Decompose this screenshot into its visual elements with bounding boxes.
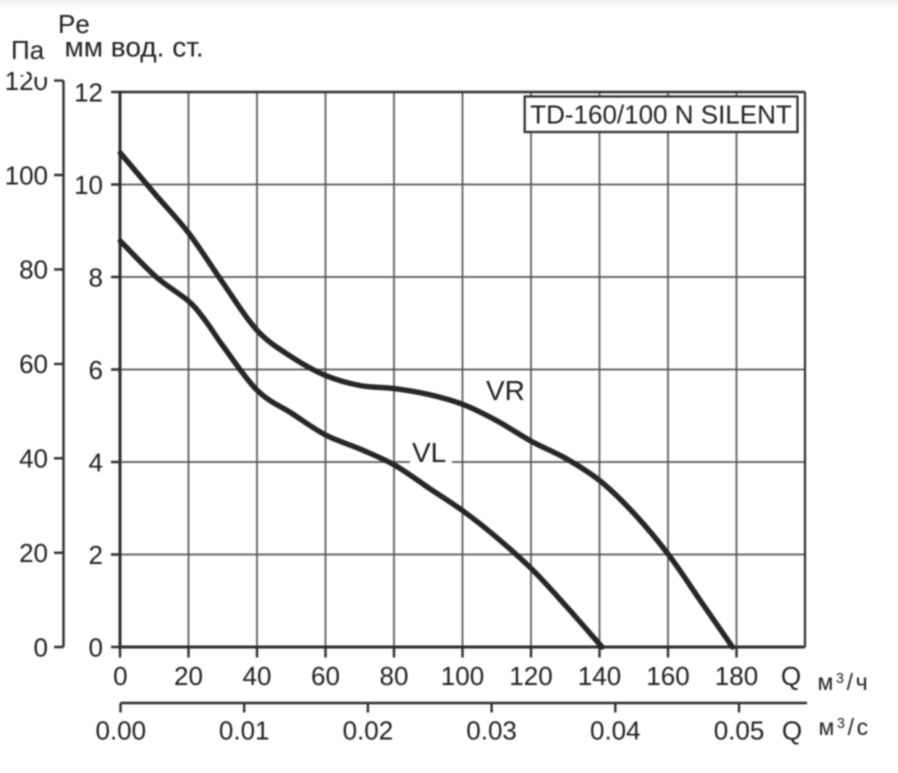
svg-text:2: 2 [89,540,103,570]
svg-text:0.04: 0.04 [590,716,641,746]
svg-text:0: 0 [34,632,48,662]
svg-text:Q: Q [782,716,802,746]
svg-text:мм вод. ст.: мм вод. ст. [65,32,204,63]
svg-text:0.03: 0.03 [466,716,517,746]
svg-text:20: 20 [19,538,48,568]
svg-text:10: 10 [74,170,103,200]
svg-text:0.05: 0.05 [714,716,765,746]
svg-text:Па: Па [11,35,45,65]
svg-text:0: 0 [89,632,103,662]
svg-text:0.00: 0.00 [95,716,146,746]
svg-text:100: 100 [441,661,484,691]
svg-text:8: 8 [89,262,103,292]
svg-text:TD-160/100 N SILENT: TD-160/100 N SILENT [530,100,792,130]
svg-text:80: 80 [19,255,48,285]
svg-text:12: 12 [74,77,103,107]
svg-text:Pe: Pe [58,9,90,39]
svg-text:180: 180 [715,661,758,691]
svg-text:60: 60 [311,661,340,691]
svg-text:0.02: 0.02 [343,716,394,746]
svg-text:0.01: 0.01 [219,716,270,746]
svg-text:VL: VL [412,437,446,468]
svg-text:60: 60 [19,349,48,379]
svg-text:120: 120 [509,661,552,691]
svg-text:4: 4 [89,447,103,477]
svg-text:0: 0 [113,661,127,691]
svg-text:6: 6 [89,355,103,385]
svg-text:40: 40 [243,661,272,691]
svg-text:20: 20 [174,661,203,691]
svg-text:100: 100 [5,160,48,190]
svg-text:40: 40 [19,444,48,474]
svg-text:Q: Q [781,661,801,691]
svg-text:VR: VR [486,375,525,406]
svg-text:80: 80 [380,661,409,691]
svg-text:160: 160 [646,661,689,691]
svg-text:140: 140 [578,661,621,691]
